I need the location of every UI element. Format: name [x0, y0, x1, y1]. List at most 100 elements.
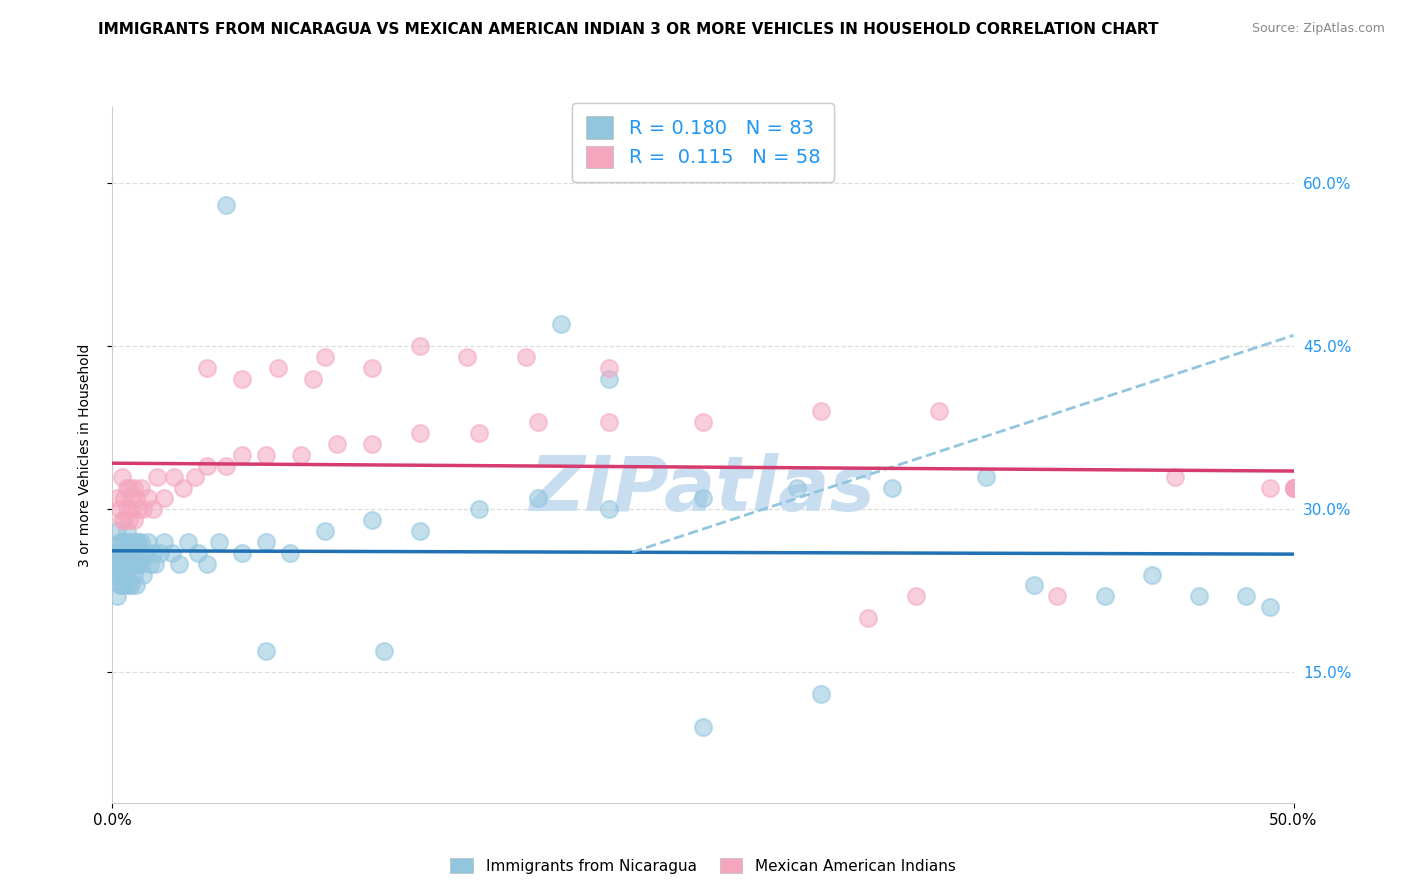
Point: [125, 557, 148, 571]
Point: [111, 534, 134, 549]
Point: [112, 557, 135, 571]
Point: [1282, 481, 1305, 495]
Point: [112, 546, 135, 560]
Point: [1188, 589, 1211, 603]
Point: [692, 720, 714, 734]
Point: [120, 557, 142, 571]
Point: [1282, 481, 1305, 495]
Point: [112, 513, 135, 527]
Point: [139, 557, 162, 571]
Point: [928, 404, 950, 418]
Point: [125, 534, 148, 549]
Point: [112, 534, 135, 549]
Point: [111, 567, 134, 582]
Point: [115, 502, 138, 516]
Point: [195, 557, 218, 571]
Point: [108, 534, 131, 549]
Point: [1046, 589, 1069, 603]
Point: [880, 481, 903, 495]
Point: [118, 578, 141, 592]
Point: [160, 546, 183, 560]
Point: [120, 502, 142, 516]
Point: [976, 469, 998, 483]
Point: [231, 448, 253, 462]
Point: [120, 534, 142, 549]
Point: [118, 534, 141, 549]
Point: [115, 567, 138, 582]
Point: [278, 546, 301, 560]
Point: [456, 350, 478, 364]
Point: [129, 534, 152, 549]
Point: [163, 469, 186, 483]
Point: [118, 546, 141, 560]
Point: [373, 643, 395, 657]
Point: [112, 567, 135, 582]
Point: [111, 469, 134, 483]
Point: [810, 404, 832, 418]
Point: [467, 426, 489, 441]
Point: [184, 469, 207, 483]
Point: [254, 643, 277, 657]
Point: [1164, 469, 1187, 483]
Point: [515, 350, 537, 364]
Point: [115, 481, 138, 495]
Point: [129, 557, 152, 571]
Point: [526, 415, 548, 429]
Point: [111, 513, 134, 527]
Point: [314, 350, 336, 364]
Point: [132, 567, 155, 582]
Point: [408, 339, 430, 353]
Legend: Immigrants from Nicaragua, Mexican American Indians: Immigrants from Nicaragua, Mexican Ameri…: [444, 852, 962, 880]
Point: [208, 534, 231, 549]
Point: [129, 481, 152, 495]
Point: [122, 481, 145, 495]
Point: [231, 372, 253, 386]
Point: [408, 426, 430, 441]
Point: [108, 567, 131, 582]
Point: [146, 469, 169, 483]
Point: [326, 437, 349, 451]
Point: [112, 578, 135, 592]
Point: [692, 491, 714, 506]
Point: [786, 481, 808, 495]
Point: [195, 458, 218, 473]
Point: [858, 611, 880, 625]
Point: [361, 360, 384, 375]
Point: [115, 546, 138, 560]
Point: [314, 524, 336, 538]
Point: [105, 491, 128, 506]
Point: [153, 491, 176, 506]
Point: [361, 513, 384, 527]
Point: [132, 502, 155, 516]
Point: [1282, 481, 1305, 495]
Point: [104, 567, 127, 582]
Point: [1258, 481, 1281, 495]
Point: [132, 546, 155, 560]
Legend: R = 0.180   N = 83, R =  0.115   N = 58: R = 0.180 N = 83, R = 0.115 N = 58: [572, 103, 834, 182]
Point: [177, 534, 200, 549]
Point: [267, 360, 290, 375]
Point: [290, 448, 312, 462]
Point: [125, 491, 148, 506]
Point: [118, 557, 141, 571]
Point: [467, 502, 489, 516]
Point: [111, 557, 134, 571]
Point: [115, 546, 138, 560]
Point: [118, 513, 141, 527]
Point: [127, 534, 149, 549]
Point: [167, 557, 190, 571]
Point: [105, 524, 128, 538]
Point: [104, 546, 127, 560]
Point: [105, 589, 128, 603]
Point: [302, 372, 325, 386]
Point: [149, 546, 172, 560]
Point: [1282, 481, 1305, 495]
Point: [1234, 589, 1257, 603]
Point: [105, 557, 128, 571]
Point: [127, 557, 149, 571]
Point: [108, 502, 131, 516]
Point: [598, 372, 620, 386]
Text: IMMIGRANTS FROM NICARAGUA VS MEXICAN AMERICAN INDIAN 3 OR MORE VEHICLES IN HOUSE: IMMIGRANTS FROM NICARAGUA VS MEXICAN AME…: [98, 22, 1159, 37]
Point: [108, 546, 131, 560]
Point: [120, 491, 142, 506]
